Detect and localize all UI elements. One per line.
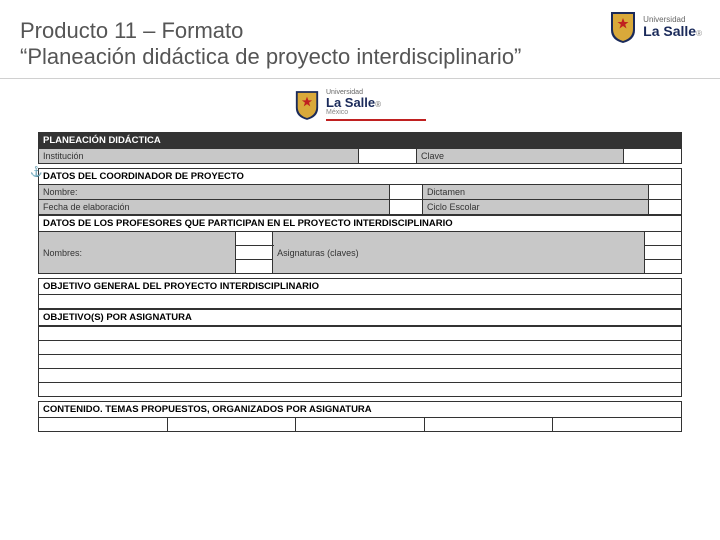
contenido-col[interactable] (424, 418, 553, 432)
subheader-profesores: DATOS DE LOS PROFESORES QUE PARTICIPAN E… (39, 216, 682, 232)
label-nombre: Nombre: (39, 185, 390, 200)
label-dictamen: Dictamen (422, 185, 648, 200)
field-nombre-row[interactable] (236, 246, 273, 260)
logo-underline (326, 119, 426, 121)
obj-asig-lines (38, 326, 682, 397)
contenido-col[interactable] (39, 418, 168, 432)
dash-line[interactable] (39, 327, 682, 341)
field-nombre-row[interactable] (236, 232, 273, 246)
top-right-logo: Universidad La Salle® (609, 10, 702, 44)
section-profesores: DATOS DE LOS PROFESORES QUE PARTICIPAN E… (38, 215, 682, 274)
dash-line[interactable] (39, 383, 682, 397)
section-objetivos-asig: OBJETIVO(S) POR ASIGNATURA (38, 309, 682, 326)
field-fecha[interactable] (389, 200, 422, 215)
field-ciclo[interactable] (648, 200, 681, 215)
field-asig-row[interactable] (645, 246, 682, 260)
field-asig-row[interactable] (645, 260, 682, 274)
logo-text: Universidad La Salle® (643, 16, 702, 38)
subheader-contenido: CONTENIDO. TEMAS PROPUESTOS, ORGANIZADOS… (39, 402, 682, 418)
field-asig-row[interactable] (645, 232, 682, 246)
label-institucion: Institución (39, 149, 359, 164)
dash-line[interactable] (39, 369, 682, 383)
section-planeacion: PLANEACIÓN DIDÁCTICA Institución Clave (38, 132, 682, 164)
contenido-col[interactable] (553, 418, 682, 432)
slide-header: Producto 11 – Formato “Planeación didáct… (0, 0, 720, 79)
label-fecha: Fecha de elaboración (39, 200, 390, 215)
field-clave[interactable] (623, 149, 681, 164)
shield-icon (294, 89, 320, 121)
section-contenido: CONTENIDO. TEMAS PROPUESTOS, ORGANIZADOS… (38, 401, 682, 432)
contenido-col[interactable] (296, 418, 425, 432)
header-planeacion: PLANEACIÓN DIDÁCTICA (39, 133, 682, 149)
label-nombres: Nombres: (39, 232, 236, 274)
field-dictamen[interactable] (648, 185, 681, 200)
subheader-coordinador: DATOS DEL COORDINADOR DE PROYECTO (39, 169, 682, 185)
subheader-obj-general: OBJETIVO GENERAL DEL PROYECTO INTERDISCI… (39, 279, 682, 295)
label-ciclo: Ciclo Escolar (422, 200, 648, 215)
shield-icon (609, 10, 637, 44)
dash-line[interactable] (39, 355, 682, 369)
field-institucion[interactable] (358, 149, 416, 164)
form-container: PLANEACIÓN DIDÁCTICA Institución Clave D… (0, 132, 720, 442)
label-clave: Clave (416, 149, 623, 164)
label-asignaturas: Asignaturas (claves) (273, 232, 645, 274)
title-line-2: “Planeación didáctica de proyecto interd… (20, 44, 700, 70)
subheader-obj-asig: OBJETIVO(S) POR ASIGNATURA (39, 310, 682, 326)
anchor-mark: ⚓ (30, 167, 42, 178)
section-coordinador: DATOS DEL COORDINADOR DE PROYECTO Nombre… (38, 168, 682, 215)
contenido-col[interactable] (167, 418, 296, 432)
field-nombre[interactable] (389, 185, 422, 200)
center-logo: Universidad La Salle® México (0, 79, 720, 132)
field-nombre-row[interactable] (236, 260, 273, 274)
section-objetivo-general: OBJETIVO GENERAL DEL PROYECTO INTERDISCI… (38, 278, 682, 309)
title-line-1: Producto 11 – Formato (20, 18, 700, 44)
dash-line[interactable] (39, 341, 682, 355)
field-obj-general[interactable] (39, 295, 682, 309)
